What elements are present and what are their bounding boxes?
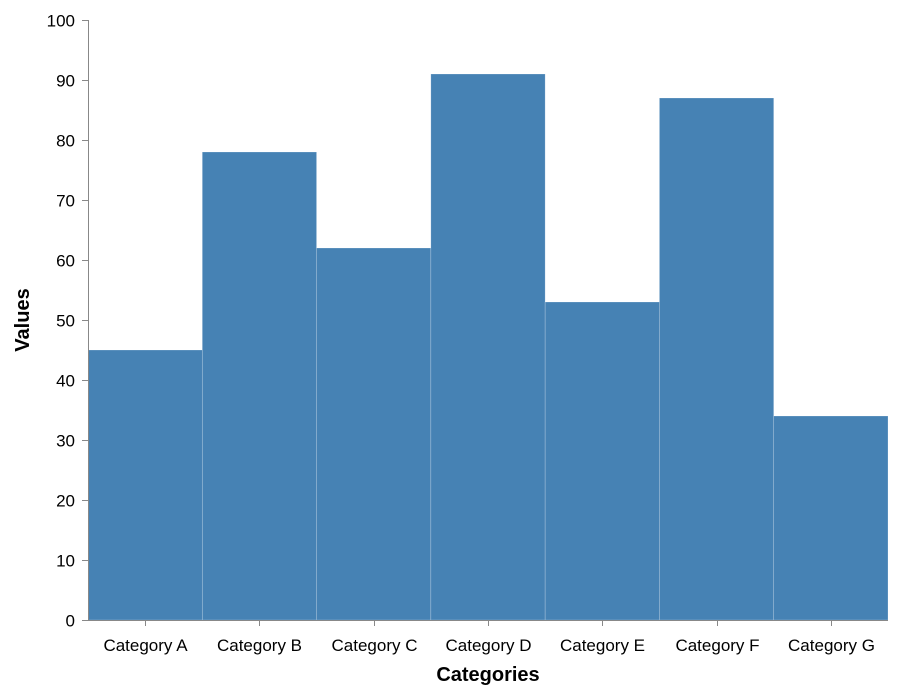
y-tick-label: 90 — [56, 72, 75, 91]
bar-category-d — [430, 73, 546, 621]
bar-category-f — [659, 97, 775, 621]
x-tick-label: Category C — [332, 636, 418, 655]
bar-category-g — [773, 415, 889, 621]
y-axis-title: Values — [12, 288, 34, 351]
y-tick-label: 50 — [56, 312, 75, 331]
x-tick-label: Category F — [675, 636, 759, 655]
bar-category-a — [87, 349, 203, 621]
x-tick-label: Category A — [103, 636, 188, 655]
y-tick-label: 60 — [56, 252, 75, 271]
y-tick-label: 20 — [56, 492, 75, 511]
x-axis-title: Categories — [436, 664, 539, 686]
bars-layer — [87, 73, 889, 621]
x-tick-label: Category B — [217, 636, 302, 655]
y-tick-label: 0 — [66, 612, 75, 631]
x-axis: Category A Category B Category C Category D… — [88, 620, 888, 655]
x-tick-label: Category D — [446, 636, 532, 655]
bar-category-c — [316, 247, 432, 621]
y-axis: 0 10 20 30 40 50 60 70 80 90 100 — [47, 12, 89, 631]
bar-category-b — [201, 151, 317, 621]
y-tick-label: 10 — [56, 552, 75, 571]
y-tick-label: 100 — [47, 12, 75, 31]
bar-category-e — [544, 301, 660, 621]
y-tick-label: 40 — [56, 372, 75, 391]
y-tick-label: 30 — [56, 432, 75, 451]
x-tick-label: Category E — [560, 636, 645, 655]
y-tick-label: 80 — [56, 132, 75, 151]
x-tick-label: Category G — [788, 636, 875, 655]
y-tick-label: 70 — [56, 192, 75, 211]
